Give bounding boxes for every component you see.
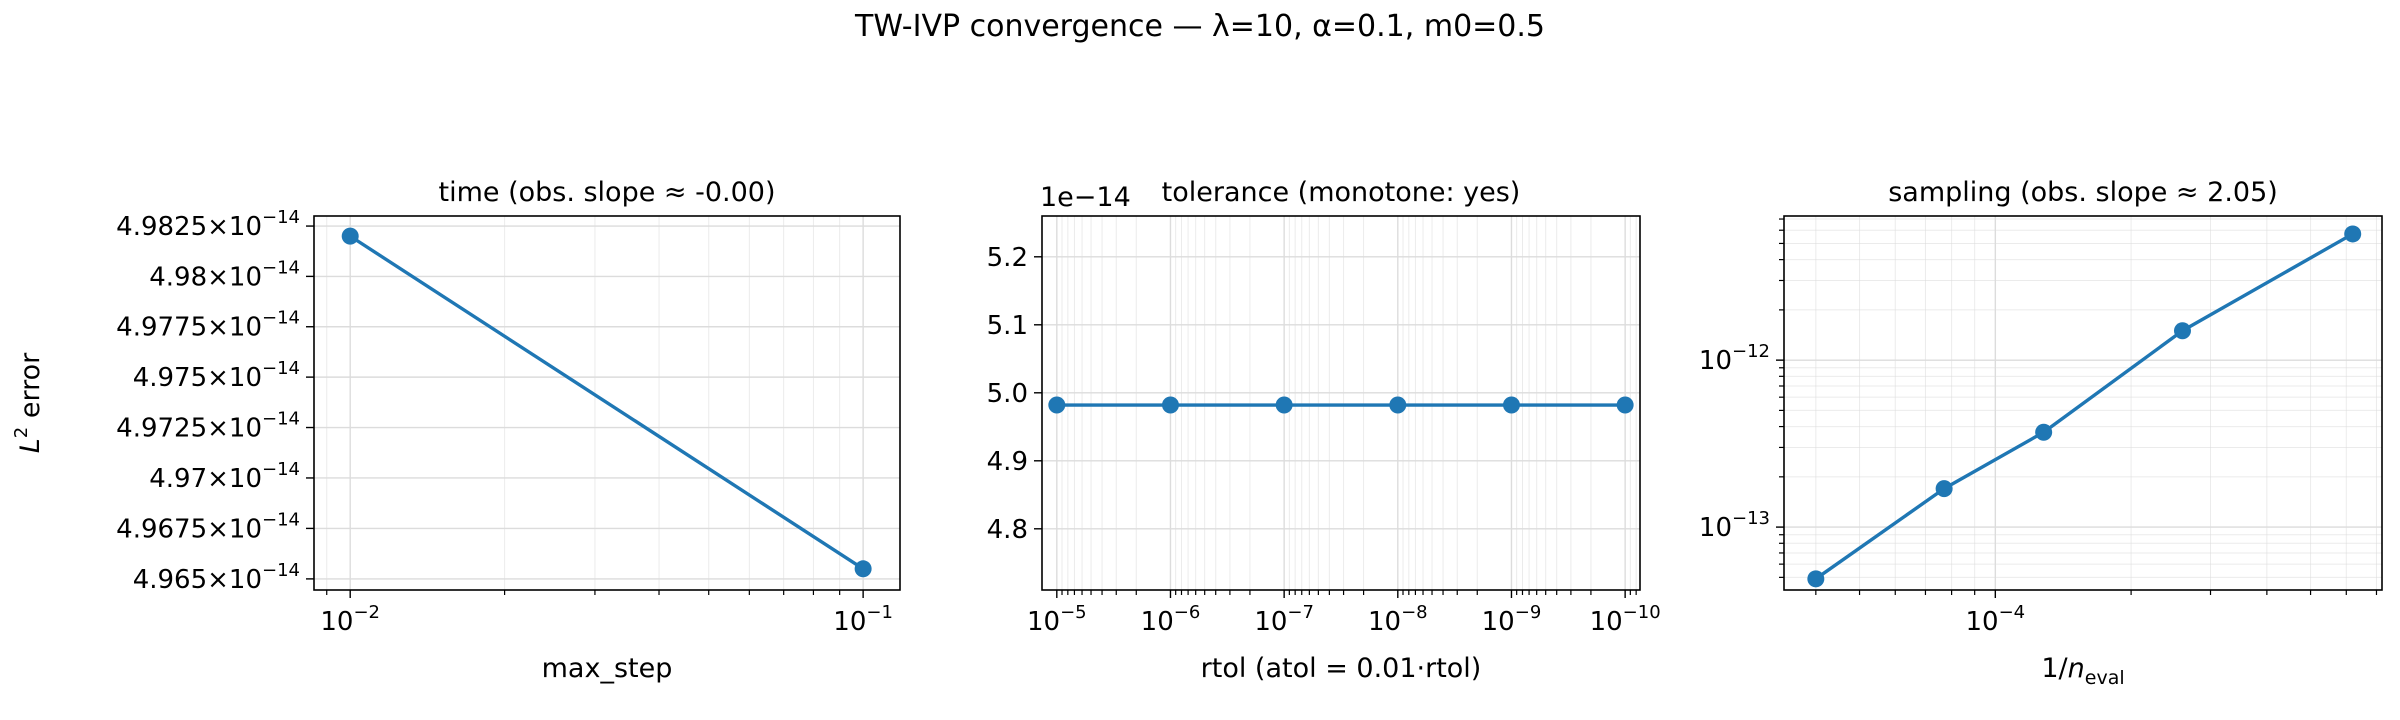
x-tick-label: 10−1 — [833, 602, 893, 637]
x-axis-label: 1/neval — [2041, 653, 2124, 689]
data-point — [1389, 396, 1407, 414]
data-point — [854, 560, 872, 578]
y-tick-label: 4.9 — [987, 447, 1028, 477]
subplot-2: 10−5 10−6 10−7 10−8 10−9 10−10 4.8 4.9 5.0 5.1 5.2… — [987, 177, 1661, 684]
x-tick-label: 10−8 — [1368, 602, 1428, 637]
x-axis-label: max_step — [542, 653, 673, 684]
data-point — [1048, 396, 1066, 414]
y-tick-label: 5.2 — [987, 243, 1028, 273]
data-point — [1935, 480, 1953, 498]
y-tick-label: 4.9825×10−14 — [116, 207, 300, 242]
y-tick-label: 4.97×10−14 — [149, 459, 300, 494]
axes-frame — [313, 215, 901, 591]
x-tick-label: 10−10 — [1590, 602, 1661, 637]
y-tick-label: 4.9675×10−14 — [116, 509, 300, 544]
subplot-title: sampling (obs. slope ≈ 2.05) — [1888, 177, 2278, 208]
y-offset-label: 1e−14 — [1040, 182, 1131, 213]
x-tick-label: 10−4 — [1965, 602, 2025, 637]
y-axis-label: L2 error — [11, 352, 46, 453]
x-tick-label: 10−2 — [320, 602, 380, 637]
subplot-title: time (obs. slope ≈ -0.00) — [438, 177, 775, 208]
y-tick-label: 4.9725×10−14 — [116, 409, 300, 444]
y-tick-label: 5.0 — [987, 379, 1028, 409]
data-point — [1616, 396, 1634, 414]
data-point — [1275, 396, 1293, 414]
data-point — [2344, 225, 2362, 243]
x-tick-label: 10−6 — [1141, 602, 1201, 637]
data-point — [1161, 396, 1179, 414]
y-tick-label: 4.9775×10−14 — [116, 308, 300, 343]
axes-frame — [1783, 215, 2383, 591]
y-tick-label: 10−12 — [1699, 341, 1770, 376]
x-tick-label: 10−5 — [1027, 602, 1087, 637]
data-point — [1807, 570, 1825, 588]
y-tick-label: 4.98×10−14 — [149, 257, 300, 292]
subplots: 10−2 10−1 4.965×10−14 4.9675×10−14 4.97×10−1… — [11, 177, 2383, 689]
axes-frame — [1041, 215, 1641, 591]
x-axis-label: rtol (atol = 0.01·rtol) — [1201, 653, 1482, 684]
y-tick-label: 4.975×10−14 — [133, 358, 300, 393]
y-tick-label: 10−13 — [1699, 508, 1770, 543]
x-tick-label: 10−9 — [1482, 602, 1542, 637]
data-point — [341, 227, 359, 245]
subplot-title: tolerance (monotone: yes) — [1162, 177, 1521, 208]
data-point — [2035, 423, 2053, 441]
x-tick-label: 10−7 — [1254, 602, 1314, 637]
series-line — [349, 234, 865, 571]
y-tick-label: 4.8 — [987, 515, 1028, 545]
y-tick-label: 4.965×10−14 — [133, 560, 300, 595]
y-tick-label: 5.1 — [987, 311, 1028, 341]
subplot-3: 10−4 10−13 10−12 sampling (obs. slope ≈ 2.0… — [1699, 177, 2383, 689]
figure-suptitle: TW-IVP convergence — λ=10, α=0.1, m0=0.5 — [854, 9, 1545, 44]
data-point — [2173, 322, 2191, 340]
data-point — [1502, 396, 1520, 414]
subplot-1: 10−2 10−1 4.965×10−14 4.9675×10−14 4.97×10−1… — [11, 177, 901, 684]
